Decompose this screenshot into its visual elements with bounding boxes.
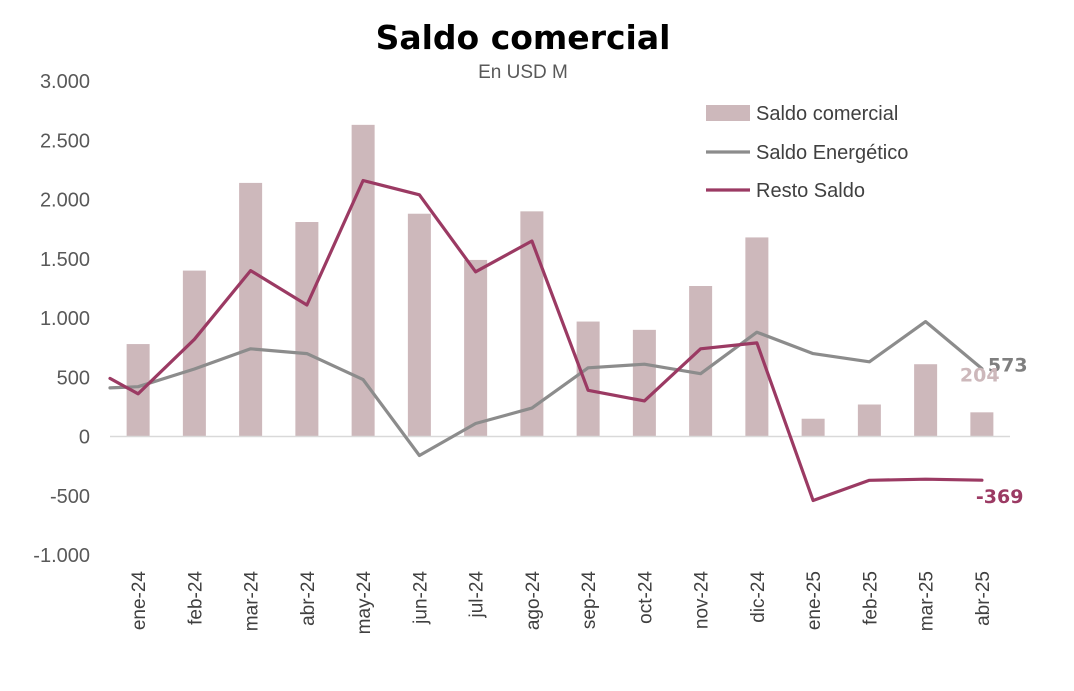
legend-label: Resto Saldo [756,180,865,202]
bar-feb-25 [857,404,881,437]
legend-label: Saldo comercial [756,103,898,125]
chart-title: Saldo comercial [376,18,671,57]
y-tick-label: 1.000 [40,308,90,330]
bar-jul-24 [464,259,488,437]
x-tick-label: dic-24 [748,571,769,623]
x-tick-label: feb-25 [860,571,881,625]
x-tick-label: nov-24 [692,571,713,630]
y-tick-label: 1.500 [40,249,90,271]
bar-series [126,124,994,437]
bar-feb-24 [182,270,206,437]
bar-ene-25 [801,418,825,437]
bar-jun-24 [407,213,431,437]
legend: Saldo comercial Saldo Energético Resto Sal… [706,103,908,202]
x-tick-label: may-24 [354,571,375,635]
bar-ene-24 [126,344,150,437]
x-tick-label: jul-24 [467,571,488,619]
y-tick-label: 2.000 [40,190,90,212]
y-tick-label: 2.500 [40,130,90,152]
y-tick-label: -500 [50,486,90,508]
x-tick-label: abr-25 [973,571,994,626]
legend-label: Saldo Energético [756,142,908,164]
bar-mar-24 [239,182,263,437]
x-tick-label: ago-24 [523,571,544,631]
bar-oct-24 [632,329,656,437]
y-axis: 3.000 2.500 2.000 1.500 1.000 500 0 -500 -1.000 [33,71,90,567]
y-tick-label: 500 [57,367,90,389]
y-tick-label: 3.000 [40,71,90,93]
x-tick-label: abr-24 [298,571,319,626]
chart-subtitle: En USD M [478,62,568,83]
line-resto-saldo [108,178,984,503]
end-label-saldo-comercial: 204 [960,364,1000,386]
bar-mar-25 [914,364,938,437]
legend-swatch-bar [706,105,750,121]
x-tick-label: sep-24 [579,571,600,630]
bar-abr-25 [970,412,994,437]
bar-sep-24 [576,321,600,437]
x-axis: ene-24 feb-24 mar-24 abr-24 may-24 jun-24 jul-… [129,571,994,635]
x-tick-label: ene-25 [804,571,825,630]
bar-dic-24 [745,237,769,437]
y-tick-label: -1.000 [33,545,90,567]
x-tick-label: feb-24 [185,571,206,625]
x-tick-label: ene-24 [129,571,150,631]
x-tick-label: mar-24 [242,571,263,632]
bar-nov-24 [689,286,713,437]
bar-may-24 [351,124,375,437]
line-saldo-energético [108,320,984,458]
bar-ago-24 [520,211,544,437]
line-series [108,178,984,503]
x-tick-label: mar-25 [917,571,938,631]
end-label-resto-saldo: -369 [976,486,1024,508]
bar-abr-24 [295,222,319,437]
x-tick-label: oct-24 [635,571,656,624]
x-tick-label: jun-24 [410,571,431,625]
y-tick-label: 0 [79,427,90,449]
end-label-saldo-energético: 573 [988,355,1028,377]
